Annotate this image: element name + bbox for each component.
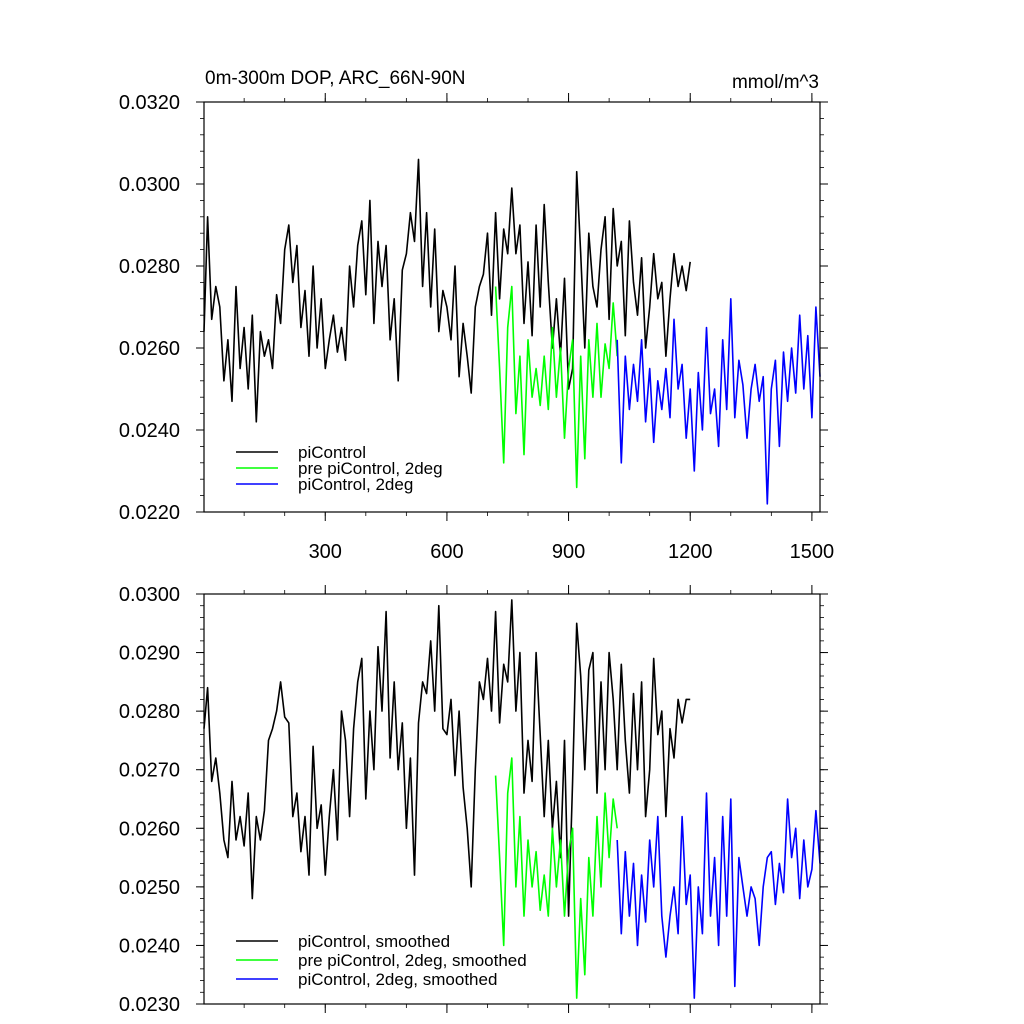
top-series-line-1 bbox=[203, 158, 691, 423]
top-xtick-label: 1200 bbox=[668, 541, 713, 563]
bottom-panel: 0.0230 0.0240 0.0250 0.0260 0.0270 0.0280 0.02… bbox=[119, 584, 828, 1016]
top-xtick-label: 300 bbox=[309, 541, 342, 563]
bottom-series-line-2 bbox=[494, 757, 618, 999]
top-series-line-2 bbox=[494, 285, 618, 489]
top-xtick-label: 1500 bbox=[790, 541, 835, 563]
top-panel-units: mmol/m^3 bbox=[732, 72, 819, 93]
bottom-ytick-label: 0.0270 bbox=[119, 760, 180, 782]
bottom-ytick-label: 0.0250 bbox=[119, 877, 180, 899]
bottom-series-line-1 bbox=[203, 599, 691, 917]
bottom-ytick-label: 0.0300 bbox=[119, 584, 180, 606]
top-panel-title: 0m-300m DOP, ARC_66N-90N bbox=[205, 68, 465, 89]
top-panel: 0m-300m DOP, ARC_66N-90N mmol/m^3 0.0220… bbox=[119, 68, 834, 563]
bottom-ytick-label: 0.0290 bbox=[119, 643, 180, 665]
top-legend-label: piControl, 2deg bbox=[298, 475, 413, 494]
top-xtick-label: 900 bbox=[552, 541, 585, 563]
top-ytick-label: 0.0220 bbox=[119, 502, 180, 524]
bottom-series-line-3 bbox=[616, 792, 821, 999]
top-xtick-label: 600 bbox=[430, 541, 463, 563]
top-plot-frame bbox=[203, 101, 821, 513]
top-ytick-label: 0.0320 bbox=[119, 92, 180, 114]
bottom-ytick-label: 0.0240 bbox=[119, 935, 180, 957]
bottom-plot-frame bbox=[203, 593, 821, 1005]
top-ytick-label: 0.0260 bbox=[119, 338, 180, 360]
top-ytick-label: 0.0240 bbox=[119, 420, 180, 442]
top-ytick-label: 0.0300 bbox=[119, 174, 180, 196]
bottom-ytick-label: 0.0230 bbox=[119, 994, 180, 1016]
top-series-line-3 bbox=[616, 297, 821, 505]
top-legend-label: piControl bbox=[298, 443, 366, 462]
bottom-legend-label: piControl, 2deg, smoothed bbox=[298, 970, 497, 989]
bottom-ytick-label: 0.0260 bbox=[119, 818, 180, 840]
bottom-ytick-label: 0.0280 bbox=[119, 701, 180, 723]
bottom-legend-label: piControl, smoothed bbox=[298, 932, 450, 951]
bottom-legend-label: pre piControl, 2deg, smoothed bbox=[298, 951, 527, 970]
top-legend-label: pre piControl, 2deg bbox=[298, 459, 443, 478]
top-ytick-label: 0.0280 bbox=[119, 256, 180, 278]
